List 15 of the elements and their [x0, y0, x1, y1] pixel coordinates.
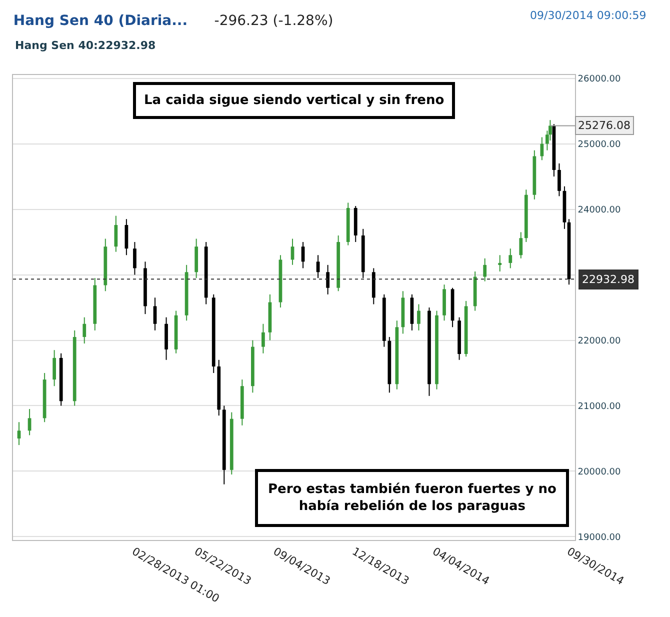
- annotation: Pero estas también fueron fuertes y no había rebelión de los paraguas: [268, 482, 556, 514]
- y-tick-label: 19000.00: [578, 532, 622, 543]
- y-tick-label: 26000.00: [578, 74, 622, 84]
- annotation: 25276.08: [578, 119, 630, 132]
- ref-line-label: 22932.98: [582, 273, 634, 286]
- chart-title: Hang Sen 40 (Diaria...: [13, 13, 188, 30]
- text: Hang Sen 40:22932.98: [15, 39, 156, 52]
- chart-subtitle: -296.23 (-1.28%): [214, 13, 334, 30]
- annotation: La caida sigue siendo vertical y sin freno: [144, 93, 444, 108]
- text: 09/30/2014 09:00:59: [530, 9, 646, 22]
- y-tick-label: 20000.00: [578, 467, 622, 478]
- y-tick-label: 25000.00: [578, 140, 622, 150]
- y-tick-label: 22000.00: [578, 336, 622, 346]
- y-tick-label: 21000.00: [578, 402, 622, 412]
- y-tick-label: 24000.00: [578, 205, 622, 216]
